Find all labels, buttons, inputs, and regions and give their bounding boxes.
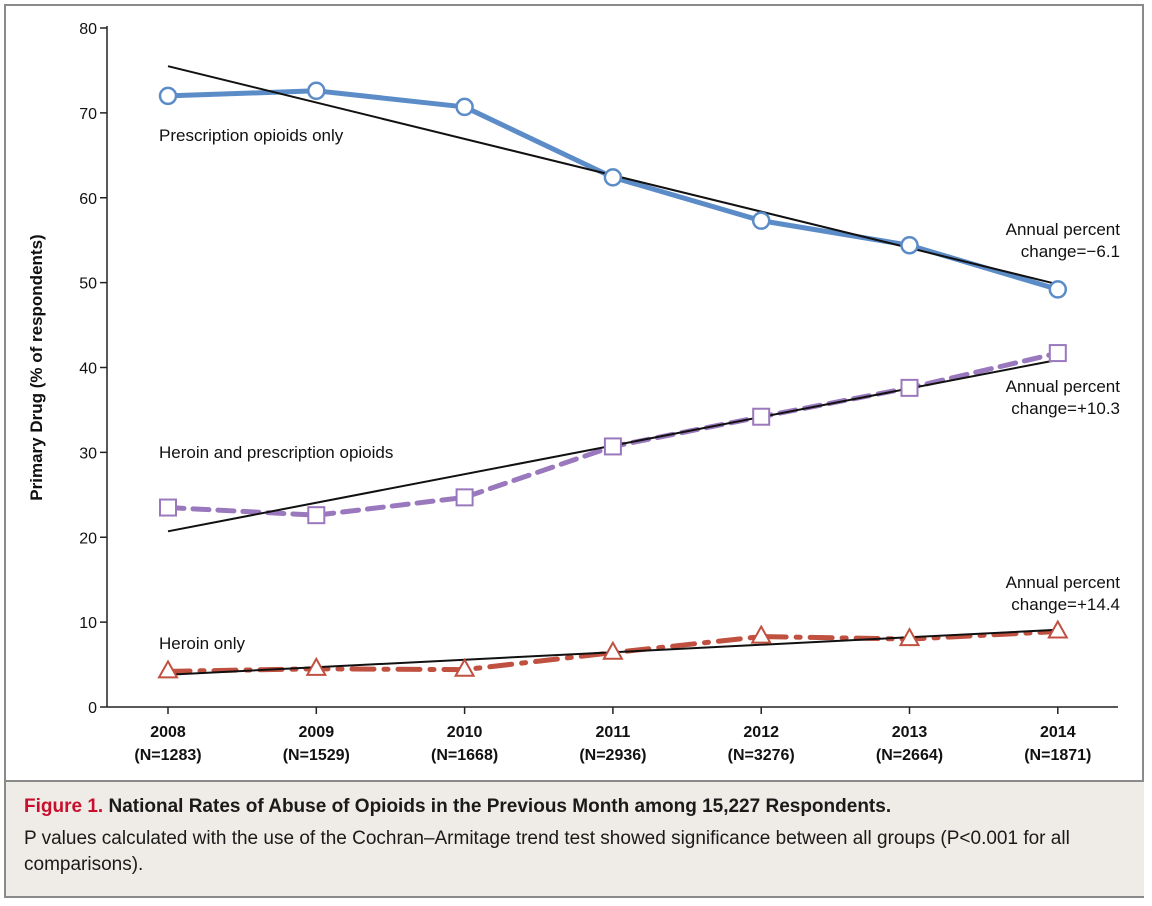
caption-description: P values calculated with the use of the …: [24, 828, 1070, 875]
x-tick-label-n: (N=3276): [728, 747, 795, 764]
data-point: [603, 437, 622, 456]
caption-label: Figure 1.: [24, 796, 104, 817]
annotation-line: Annual percent: [1006, 377, 1121, 396]
caption-title-text: National Rates of Abuse of Opioids in th…: [108, 796, 892, 817]
annotation-line: change=−6.1: [1021, 242, 1120, 261]
data-point: [455, 97, 474, 117]
data-point: [455, 488, 474, 507]
data-point: [307, 81, 326, 101]
data-point: [1048, 344, 1067, 363]
y-tick-label: 50: [79, 276, 97, 293]
series-label: Heroin only: [159, 634, 245, 653]
data-point: [900, 236, 919, 255]
y-tick-label: 70: [79, 106, 97, 123]
data-point: [750, 624, 772, 644]
x-tick-label-year: 2012: [743, 724, 779, 741]
line-chart: 0 10 20 30 40 50 60 70 80 Primary Drug (% of resp…: [27, 21, 1121, 764]
y-tick-label: 0: [88, 700, 97, 717]
data-point: [900, 378, 919, 397]
data-point: [157, 659, 179, 679]
series-3: Heroin only Annual percent change=+14.4: [157, 573, 1121, 679]
series-1: Prescription opioids only Annual percent c…: [158, 65, 1121, 299]
data-point: [898, 627, 921, 647]
figure-caption: Figure 1. National Rates of Abuse of Opi…: [6, 780, 1144, 896]
y-axis-title: Primary Drug (% of respondents): [27, 234, 46, 500]
series-line: [165, 350, 1061, 518]
x-tick-label-year: 2009: [299, 724, 335, 741]
series-label: Prescription opioids only: [159, 126, 344, 145]
y-tick-label: 30: [79, 445, 97, 462]
series-label: Heroin and prescription opioids: [159, 443, 393, 462]
x-tick-label-n: (N=1871): [1024, 747, 1091, 764]
x-tick-label-year: 2010: [447, 724, 483, 741]
caption-title: Figure 1. National Rates of Abuse of Opi…: [24, 794, 1144, 820]
x-tick-label-year: 2013: [892, 724, 928, 741]
data-point: [305, 656, 328, 676]
y-tick-label: 60: [79, 191, 97, 208]
data-point: [752, 407, 771, 426]
data-point: [158, 86, 178, 106]
data-point: [602, 640, 624, 660]
x-tick-label-n: (N=1529): [283, 747, 350, 764]
x-tick-label-year: 2008: [150, 724, 186, 741]
data-point: [159, 498, 177, 517]
data-point: [603, 168, 623, 187]
data-point: [1047, 619, 1069, 639]
data-point: [453, 657, 476, 677]
data-point: [1048, 280, 1068, 299]
x-tick-label-year: 2011: [596, 724, 631, 741]
figure-frame: [4, 4, 1144, 898]
data-point: [307, 506, 326, 525]
x-tick-label-n: (N=1668): [431, 747, 498, 764]
x-tick-label-year: 2014: [1040, 724, 1076, 741]
x-tick-label-n: (N=1283): [134, 747, 201, 764]
annotation-line: Annual percent: [1006, 220, 1121, 239]
x-tick-label-n: (N=2936): [579, 747, 646, 764]
y-tick-label: 10: [79, 615, 97, 632]
y-tick-label: 40: [79, 361, 97, 378]
data-point: [751, 211, 771, 230]
annotation-line: change=+10.3: [1011, 399, 1120, 418]
y-tick-label: 20: [79, 530, 97, 547]
annotation-line: change=+14.4: [1011, 595, 1120, 614]
annotation-line: Annual percent: [1006, 573, 1121, 592]
series-2: Heroin and prescription opioids Annual pe…: [159, 344, 1121, 533]
y-tick-label: 80: [79, 21, 97, 38]
x-tick-label-n: (N=2664): [876, 747, 943, 764]
series-line: [165, 88, 1061, 292]
